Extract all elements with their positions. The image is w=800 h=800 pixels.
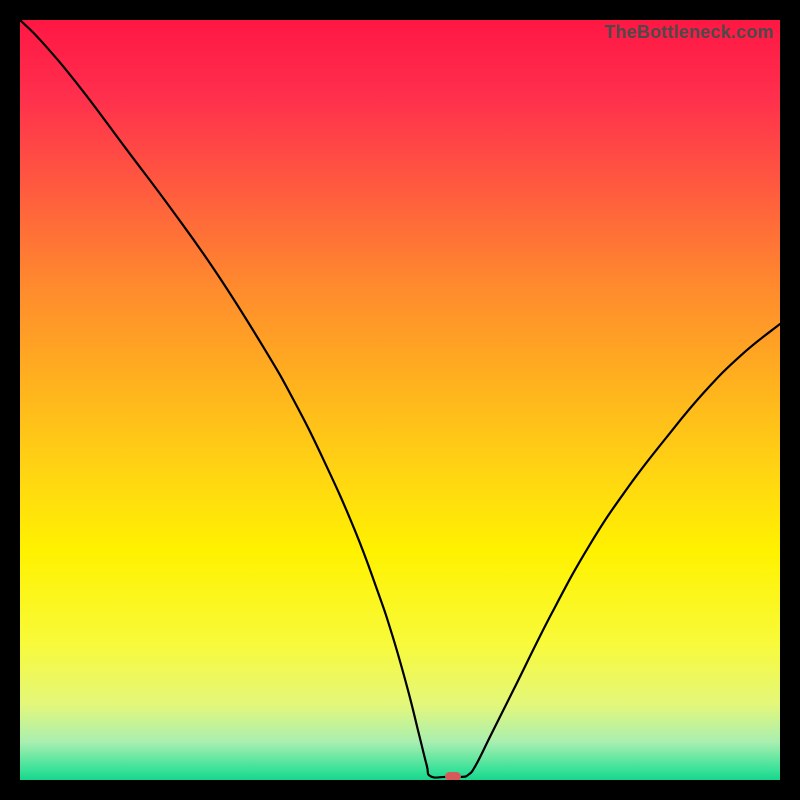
plot-area: TheBottleneck.com — [20, 20, 780, 780]
minimum-marker — [445, 772, 461, 780]
watermark-text: TheBottleneck.com — [605, 22, 774, 43]
chart-frame: TheBottleneck.com — [0, 0, 800, 800]
gradient-background — [20, 20, 780, 780]
